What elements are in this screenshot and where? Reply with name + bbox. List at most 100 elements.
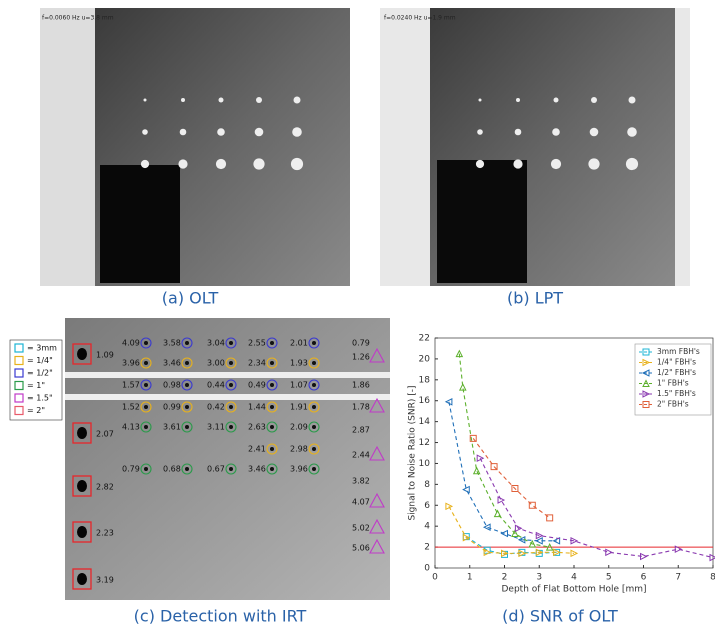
image-dot — [293, 96, 301, 104]
hole — [270, 467, 274, 471]
hole — [77, 573, 87, 585]
detection-label: 2.23 — [96, 529, 114, 538]
marker — [181, 337, 193, 349]
legend-swatch — [14, 405, 24, 416]
marker — [493, 509, 502, 518]
hole — [144, 425, 148, 429]
marker — [308, 379, 320, 391]
legend-swatch — [14, 380, 24, 391]
legend-swatch — [14, 355, 24, 366]
image-dot — [516, 98, 520, 102]
image-region — [437, 160, 527, 283]
marker — [545, 542, 554, 551]
marker — [455, 349, 464, 358]
marker — [511, 485, 519, 493]
legend-label: 2" FBH's — [657, 400, 689, 409]
detection-label: 0.79 — [122, 465, 140, 474]
marker — [308, 337, 320, 349]
marker — [514, 524, 523, 533]
hole — [312, 405, 316, 409]
detection-label: 1.93 — [290, 359, 308, 368]
image-dot — [552, 128, 560, 136]
marker — [605, 548, 613, 557]
image-dot — [143, 98, 147, 102]
hole — [77, 480, 87, 492]
detection-label: 2.01 — [290, 339, 308, 348]
panel-b: f=0.0240 Hz u=1.9 mm (b) LPT — [380, 8, 690, 308]
image-dot — [628, 96, 636, 104]
detection-label: 1.57 — [122, 381, 140, 390]
legend-marker — [642, 390, 651, 398]
marker — [225, 379, 237, 391]
marker — [369, 397, 385, 413]
image — [65, 318, 390, 600]
panel-a: f=0.0060 Hz u=3.8 mm (a) OLT — [40, 8, 350, 308]
image-band — [65, 394, 390, 400]
detection-label: 2.09 — [290, 423, 308, 432]
hole — [144, 405, 148, 409]
marker — [225, 463, 237, 475]
detection-label: 0.44 — [207, 381, 225, 390]
image-dot — [591, 97, 597, 103]
marker — [445, 502, 454, 511]
detection-label: 1.52 — [122, 403, 140, 412]
marker-box — [72, 475, 92, 497]
legend-swatch — [14, 393, 24, 403]
overlay: f=0.0060 Hz u=3.8 mm — [42, 15, 114, 22]
detection-label: 0.79 — [352, 339, 370, 348]
marker — [369, 445, 385, 461]
image-dot — [627, 127, 637, 137]
detection-label: 1.09 — [96, 351, 114, 360]
marker — [483, 548, 492, 557]
marker-box — [72, 422, 92, 444]
detection-label: 1.07 — [290, 381, 308, 390]
marker — [674, 545, 683, 553]
y-tick-label: 8 — [424, 480, 430, 490]
detection-label: 1.78 — [352, 403, 370, 412]
marker — [469, 434, 477, 442]
marker — [140, 421, 152, 433]
marker — [225, 401, 237, 413]
image-dot — [478, 98, 482, 102]
detection-label: 3.11 — [207, 423, 225, 432]
hole — [270, 361, 274, 365]
series-line — [472, 438, 550, 519]
detection-label: 3.61 — [163, 423, 181, 432]
detection-label: 4.07 — [352, 498, 370, 507]
marker — [472, 466, 481, 475]
hole — [185, 425, 189, 429]
legend-label: = 1" — [27, 381, 45, 390]
marker — [483, 523, 491, 532]
legend-label: = 3mm — [27, 344, 57, 353]
marker — [140, 401, 152, 413]
marker — [511, 529, 519, 537]
marker — [225, 421, 237, 433]
legend-label: 1/4" FBH's — [657, 358, 696, 367]
marker — [266, 443, 278, 455]
marker — [225, 337, 237, 349]
image-band — [65, 372, 390, 378]
image-dot — [292, 127, 302, 137]
marker — [225, 357, 237, 369]
hole — [312, 447, 316, 451]
hole — [185, 383, 189, 387]
hole — [312, 383, 316, 387]
marker — [369, 538, 385, 554]
marker — [181, 463, 193, 475]
marker-box — [72, 568, 92, 590]
marker — [640, 552, 648, 561]
image-dot — [589, 127, 599, 137]
marker — [308, 443, 320, 455]
image-dot — [625, 157, 639, 171]
marker — [709, 553, 715, 562]
marker — [535, 537, 543, 545]
hole — [144, 341, 148, 345]
image-dot — [215, 158, 227, 170]
detection-label: 3.04 — [207, 339, 225, 348]
image-dot — [217, 128, 225, 136]
marker — [266, 379, 278, 391]
y-tick-label: 14 — [419, 417, 431, 427]
y-tick-label: 10 — [419, 459, 431, 469]
hole — [144, 361, 148, 365]
marker — [535, 531, 544, 540]
